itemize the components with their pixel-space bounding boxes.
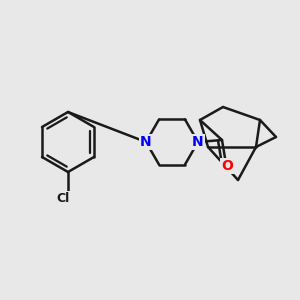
Text: N: N: [192, 135, 204, 149]
Text: O: O: [221, 159, 233, 173]
Text: Cl: Cl: [56, 193, 70, 206]
Text: N: N: [140, 135, 152, 149]
